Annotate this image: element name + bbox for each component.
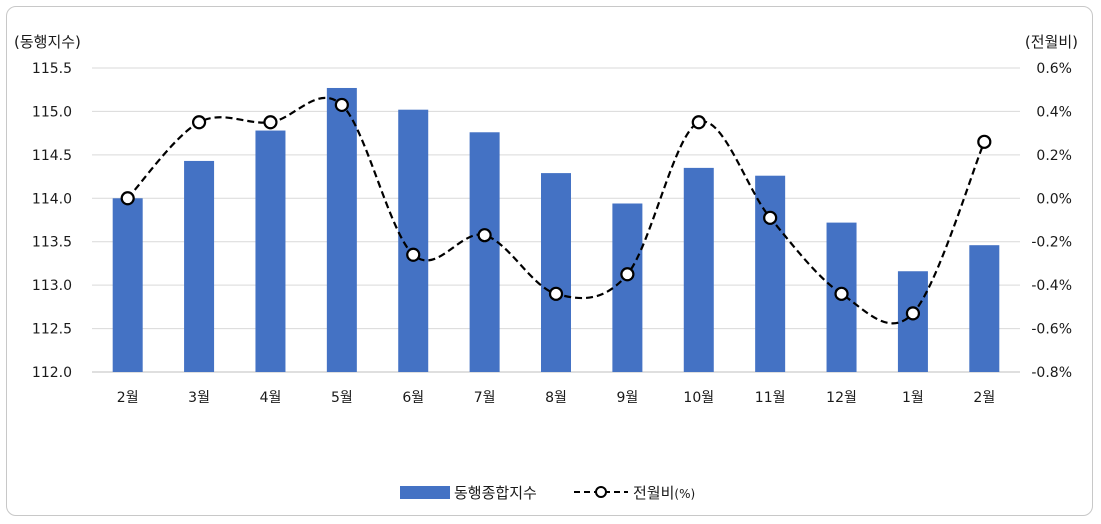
category-tick-label: 5월 — [331, 390, 353, 406]
left-tick-label: 115.5 — [32, 61, 72, 77]
legend: 동행종합지수 전월비(%) — [400, 484, 695, 502]
bar — [612, 203, 643, 372]
bar — [326, 87, 357, 372]
category-tick-label: 6월 — [402, 390, 424, 406]
bar-series — [112, 87, 1000, 372]
left-tick-label: 113.5 — [32, 235, 72, 251]
bar — [683, 167, 714, 372]
bar — [184, 160, 215, 372]
left-axis-unit-label: (동행지수) — [14, 33, 81, 51]
line-series — [120, 96, 992, 325]
left-tick-label: 112.0 — [32, 365, 72, 381]
line-point — [263, 115, 278, 130]
right-tick-label: -0.6% — [1031, 322, 1072, 338]
category-tick-label: 2월 — [117, 390, 139, 406]
line-point — [477, 228, 492, 243]
category-tick-label: 10월 — [683, 390, 714, 406]
legend-line-name: 전월비 — [633, 484, 674, 502]
bar — [755, 175, 786, 372]
left-tick-label: 114.0 — [32, 191, 72, 207]
line-point — [120, 191, 135, 206]
category-tick-label: 3월 — [188, 390, 210, 406]
legend-line-suffix: (%) — [674, 487, 695, 501]
legend-line-label: 전월비(%) — [633, 484, 695, 502]
right-tick-label: 0.0% — [1036, 191, 1072, 207]
line-point — [406, 247, 421, 262]
line-point — [977, 134, 992, 149]
category-tick-label: 12월 — [826, 390, 857, 406]
bar — [255, 130, 286, 372]
line-point — [905, 306, 921, 321]
category-tick-label: 2월 — [973, 390, 995, 406]
bar — [969, 245, 1000, 372]
right-tick-label: 0.6% — [1036, 61, 1072, 77]
category-tick-label: 11월 — [755, 390, 786, 406]
right-tick-label: -0.2% — [1031, 235, 1072, 251]
bar — [541, 173, 571, 372]
legend-bar-label: 동행종합지수 — [454, 484, 537, 502]
category-tick-label: 4월 — [260, 390, 282, 406]
line-point — [834, 286, 849, 301]
bar — [469, 132, 500, 372]
line-point — [334, 97, 349, 113]
left-tick-label: 112.5 — [32, 322, 72, 338]
line-point — [191, 115, 207, 130]
bar — [112, 198, 143, 372]
bar — [398, 109, 429, 372]
line-point — [548, 286, 564, 301]
right-tick-label: 0.2% — [1036, 148, 1072, 164]
line-point — [620, 267, 635, 282]
left-tick-label: 115.0 — [32, 104, 72, 120]
legend-bar-swatch — [400, 486, 450, 499]
bar — [897, 271, 928, 372]
right-tick-label: 0.4% — [1036, 104, 1072, 120]
line-point — [763, 210, 778, 225]
right-tick-label: -0.4% — [1031, 278, 1072, 294]
legend-line-marker — [595, 486, 607, 498]
right-axis-unit-label: (전월비) — [1025, 33, 1078, 51]
category-tick-label: 9월 — [616, 390, 638, 406]
right-tick-label: -0.8% — [1031, 365, 1072, 381]
tick-labels: 115.5 115.0 114.5 114.0 113.5 113.0 112.5 112.0… — [32, 61, 1072, 406]
category-tick-label: 8월 — [545, 390, 567, 406]
category-tick-label: 1월 — [902, 390, 924, 406]
left-tick-label: 113.0 — [32, 278, 72, 294]
left-tick-label: 114.5 — [32, 148, 72, 164]
line-point — [691, 115, 706, 130]
category-tick-label: 7월 — [474, 390, 496, 406]
